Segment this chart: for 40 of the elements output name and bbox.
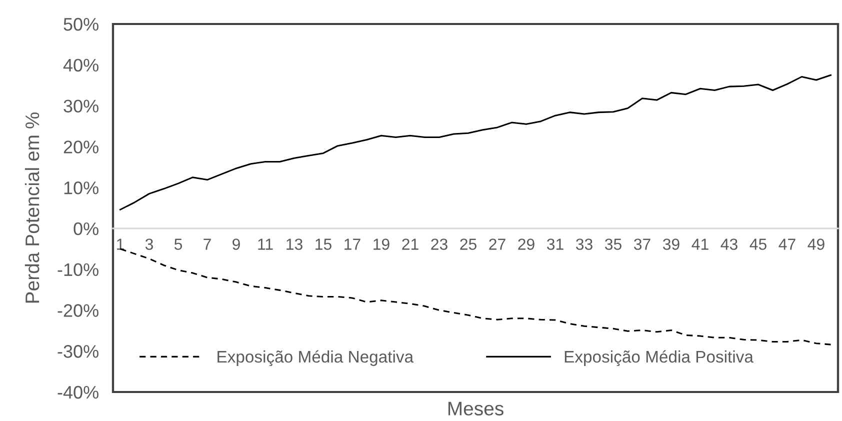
x-tick-label: 45 bbox=[750, 238, 766, 250]
y-tick-label: 50% bbox=[64, 18, 98, 31]
y-tick-label: -10% bbox=[58, 263, 98, 276]
y-tick-label: 20% bbox=[64, 140, 98, 154]
x-tick-label: 3 bbox=[145, 238, 153, 250]
y-tick-label: -30% bbox=[58, 345, 98, 358]
x-tick-label: 47 bbox=[778, 238, 796, 250]
y-tick-label: 30% bbox=[64, 100, 98, 112]
y-tick-label: 0% bbox=[74, 222, 98, 236]
x-tick-label: 49 bbox=[808, 238, 824, 250]
legend-label: Exposição Média Negativa bbox=[218, 350, 414, 366]
y-tick-label: -20% bbox=[58, 304, 98, 317]
legend-label: Exposição Média Positiva bbox=[564, 350, 754, 366]
x-tick-label: 43 bbox=[720, 238, 738, 250]
x-tick-label: 17 bbox=[344, 238, 360, 250]
x-tick-label: 29 bbox=[518, 238, 534, 250]
x-tick-label: 21 bbox=[402, 238, 418, 250]
x-tick-label: 11 bbox=[258, 238, 273, 250]
x-tick-label: 19 bbox=[374, 238, 390, 250]
line-series bbox=[119, 248, 832, 346]
x-tick-label: 41 bbox=[692, 238, 708, 250]
x-tick-label: 15 bbox=[316, 238, 332, 250]
x-tick-label: 13 bbox=[286, 238, 302, 250]
x-tick-label: 9 bbox=[232, 238, 240, 250]
x-tick-label: 37 bbox=[634, 238, 650, 250]
y-tick-label: 10% bbox=[64, 181, 98, 194]
y-tick-label: 40% bbox=[63, 58, 98, 72]
x-axis-title: Meses bbox=[448, 402, 504, 416]
x-tick-label: 31 bbox=[546, 238, 564, 250]
y-axis-title: Perda Potencial em % bbox=[24, 112, 40, 303]
x-tick-label: 39 bbox=[662, 238, 680, 250]
x-tick-label: 35 bbox=[604, 238, 622, 250]
line-series bbox=[119, 74, 832, 210]
x-tick-label: 23 bbox=[431, 238, 448, 250]
x-tick-label: 27 bbox=[489, 238, 506, 250]
x-tick-label: 33 bbox=[576, 238, 592, 250]
x-tick-label: 5 bbox=[174, 238, 182, 250]
y-tick-label: -40% bbox=[58, 386, 98, 399]
x-tick-label: 25 bbox=[460, 238, 476, 250]
x-tick-label: 7 bbox=[204, 238, 211, 250]
